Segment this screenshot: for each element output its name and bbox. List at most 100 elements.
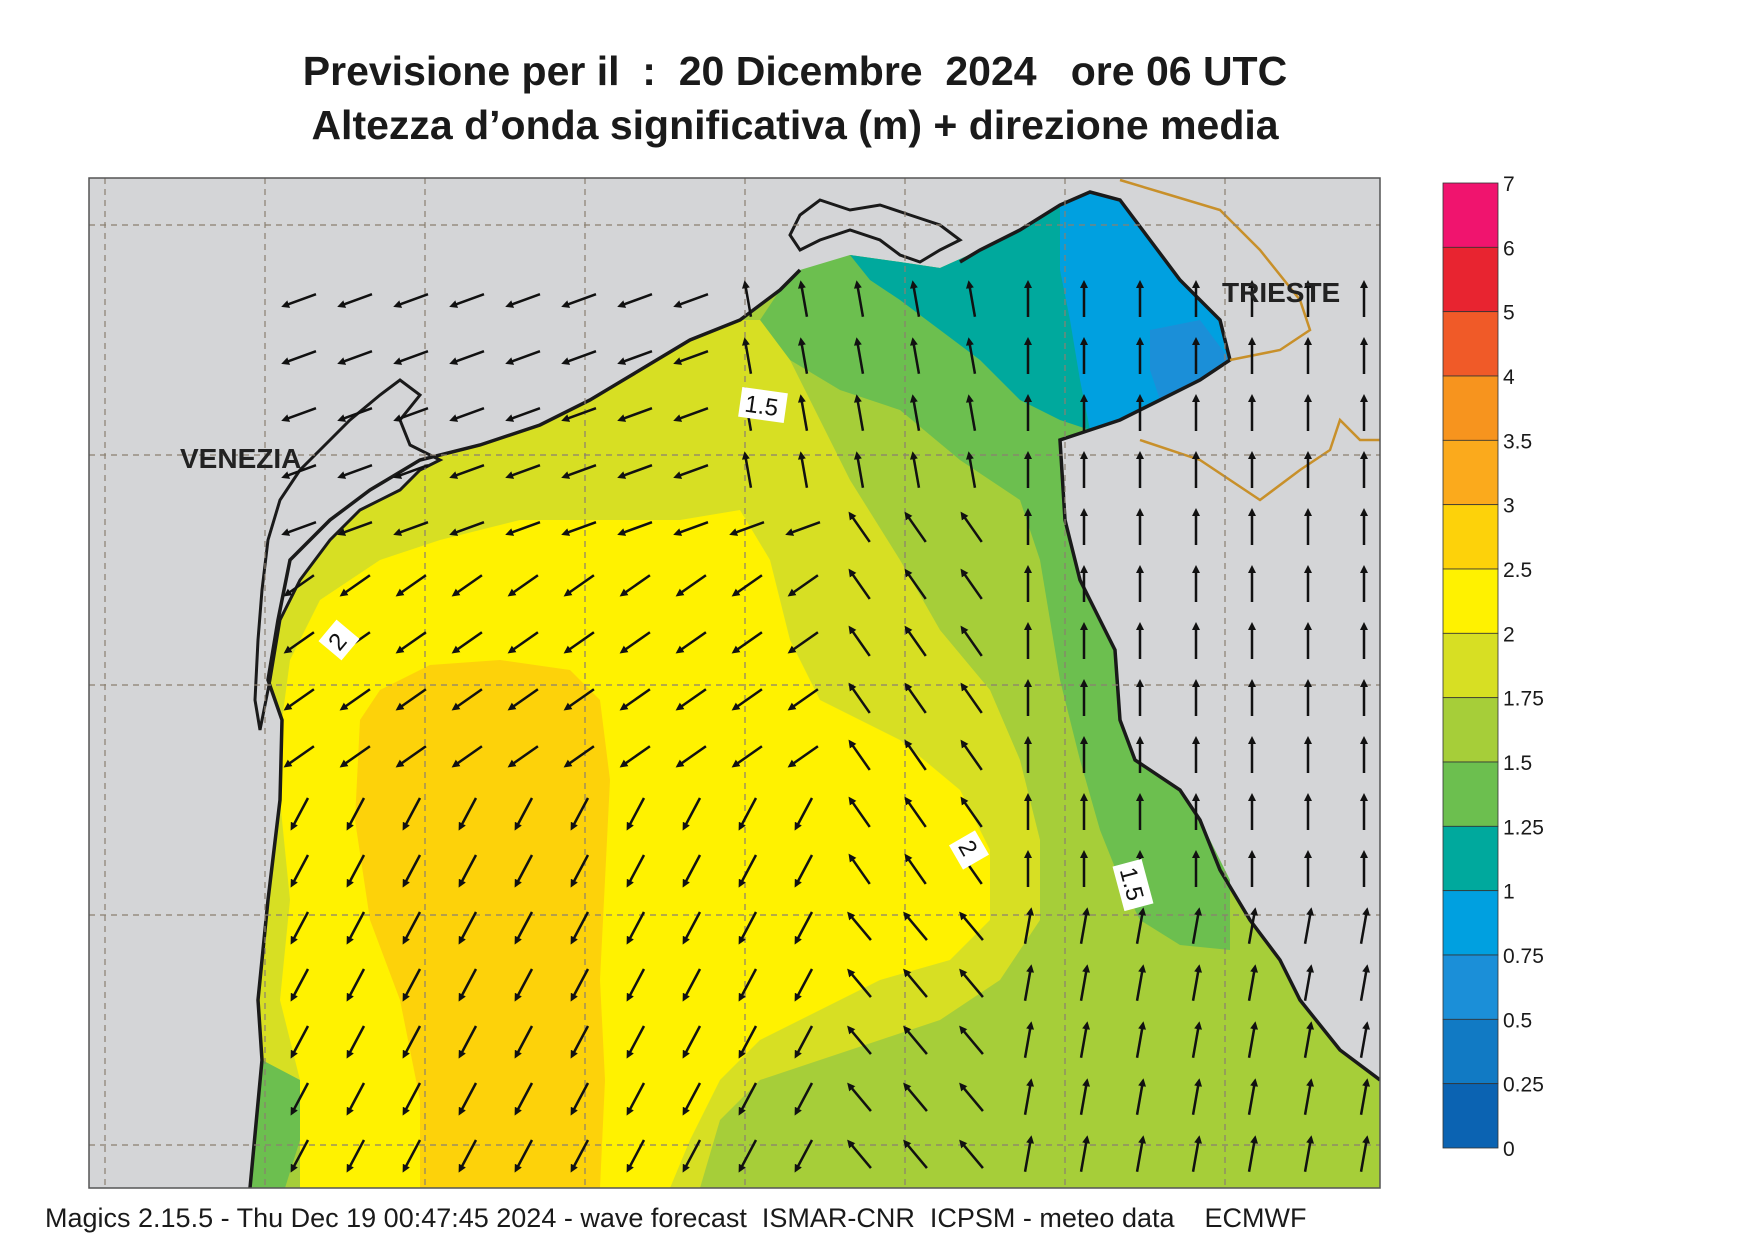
direction-arrow [797, 280, 809, 317]
direction-arrow [903, 1025, 928, 1055]
direction-arrow [570, 1082, 590, 1116]
direction-arrow [337, 350, 373, 365]
direction-arrow [1359, 964, 1371, 1001]
direction-arrow [451, 688, 483, 711]
direction-arrow [853, 280, 865, 317]
direction-arrow [570, 854, 590, 888]
colorbar-tick-label: 2 [1503, 623, 1515, 646]
direction-arrow [853, 451, 865, 488]
direction-arrow [675, 688, 707, 711]
direction-arrow [1303, 1135, 1315, 1172]
direction-arrow [787, 688, 819, 711]
direction-arrow [682, 1025, 702, 1059]
colorbar-tick-label: 3 [1503, 495, 1515, 518]
direction-arrow [1191, 964, 1203, 1001]
direction-arrow [514, 1139, 534, 1173]
direction-arrow [514, 1082, 534, 1116]
direction-arrow [904, 511, 927, 543]
direction-arrow [787, 631, 819, 654]
direction-arrow [965, 394, 977, 431]
direction-arrow [794, 1082, 814, 1116]
direction-arrow [673, 350, 709, 365]
direction-arrow [1135, 907, 1147, 944]
direction-arrow [617, 407, 653, 422]
direction-arrow [290, 968, 310, 1002]
direction-arrow [458, 1082, 478, 1116]
direction-arrow [507, 574, 539, 597]
direction-arrow [1191, 1078, 1203, 1115]
direction-arrow [290, 1025, 310, 1059]
direction-arrow [617, 521, 653, 536]
direction-arrow [738, 854, 758, 888]
direction-arrow [346, 968, 366, 1002]
direction-arrow [903, 1082, 928, 1112]
direction-arrow [1135, 964, 1147, 1001]
direction-arrow [904, 568, 927, 600]
colorbar-swatch [1442, 439, 1499, 506]
direction-arrow [1079, 1135, 1091, 1172]
direction-arrow [1023, 1135, 1035, 1172]
direction-arrow [847, 1082, 872, 1112]
direction-arrow [393, 407, 429, 422]
footer-credits: Magics 2.15.5 - Thu Dec 19 00:47:45 2024… [45, 1203, 1307, 1233]
city-label-venezia: VENEZIA [180, 443, 301, 474]
colorbar-swatch [1442, 246, 1499, 313]
direction-arrow [514, 854, 534, 888]
direction-arrow [561, 464, 597, 479]
venice-land [253, 378, 444, 731]
direction-arrow [1359, 907, 1371, 944]
colorbar-tick-label: 3.5 [1503, 430, 1532, 453]
direction-arrow [346, 854, 366, 888]
direction-arrow [458, 911, 478, 945]
direction-arrow [283, 574, 315, 597]
colorbar-tick-label: 2.5 [1503, 559, 1532, 582]
colorbar: 7 6 5 4 3.5 3 2.5 2 1.75 1.5 1.25 1 0.75 0.5 0.25 0 [1442, 173, 1544, 1161]
direction-arrow [505, 464, 541, 479]
direction-arrow [1023, 907, 1035, 944]
direction-arrow [794, 968, 814, 1002]
direction-arrow [449, 293, 485, 308]
direction-arrow [617, 464, 653, 479]
colorbar-tick-label: 1 [1503, 881, 1515, 904]
colorbar-swatch [1442, 568, 1499, 634]
direction-arrow [1359, 1135, 1371, 1172]
colorbar-swatch [1442, 632, 1499, 699]
direction-arrow [281, 293, 317, 308]
direction-arrow [965, 451, 977, 488]
direction-arrow [731, 574, 763, 597]
direction-arrow [290, 1082, 310, 1116]
direction-arrow [619, 631, 651, 654]
direction-arrow [449, 464, 485, 479]
direction-arrow [626, 911, 646, 945]
direction-arrow [402, 854, 422, 888]
direction-arrow [393, 521, 429, 536]
direction-arrow [1303, 964, 1315, 1001]
direction-arrow [673, 464, 709, 479]
map-title: Previsione per il : 20 Dicembre 2024 ore… [302, 48, 1288, 94]
direction-arrow [675, 574, 707, 597]
direction-arrow [1303, 1021, 1315, 1058]
direction-arrow [395, 745, 427, 768]
wave-direction-arrows [281, 280, 1371, 1173]
direction-arrow [794, 1139, 814, 1173]
direction-arrow [290, 854, 310, 888]
direction-arrow [848, 853, 871, 885]
direction-arrow [960, 796, 983, 828]
colorbar-tick-label: 0.75 [1503, 945, 1544, 968]
direction-arrow [959, 1082, 984, 1112]
direction-arrow [337, 464, 373, 479]
colorbar-tick-label: 4 [1503, 366, 1515, 389]
coastline [248, 190, 1380, 1188]
direction-arrow [570, 1139, 590, 1173]
direction-arrow [337, 521, 373, 536]
direction-arrow [563, 631, 595, 654]
direction-arrow [619, 688, 651, 711]
direction-arrow [570, 1025, 590, 1059]
direction-arrow [1079, 1021, 1091, 1058]
direction-arrow [514, 968, 534, 1002]
direction-arrow [402, 1025, 422, 1059]
colorbar-swatch [1442, 954, 1499, 1020]
colorbar-swatch [1442, 375, 1499, 441]
direction-arrow [909, 280, 921, 317]
